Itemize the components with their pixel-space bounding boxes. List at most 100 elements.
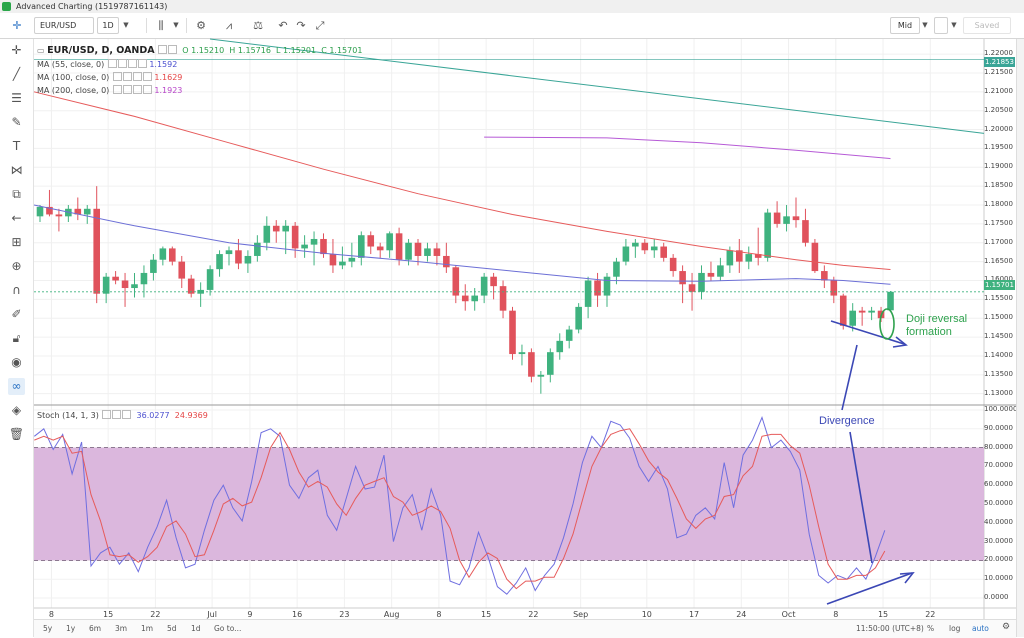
candle-body bbox=[669, 257, 677, 272]
range-6m[interactable]: 6m bbox=[89, 624, 102, 633]
candle-body bbox=[433, 248, 441, 256]
goto-button[interactable]: Go to... bbox=[214, 624, 242, 633]
back-arrow-icon[interactable]: ← bbox=[11, 211, 22, 225]
range-1m[interactable]: 1m bbox=[141, 624, 154, 633]
stoch-tick-label: 30.0000 bbox=[984, 536, 1013, 545]
crosshair-icon[interactable]: ✛ bbox=[12, 19, 22, 32]
candle-body bbox=[140, 272, 148, 285]
log-toggle[interactable]: log bbox=[949, 624, 961, 633]
fib-retracement-icon[interactable]: ☰ bbox=[11, 91, 22, 105]
price-tick-label: 1.18500 bbox=[984, 181, 1013, 190]
candle-body bbox=[490, 276, 497, 287]
ma100-eye-icon[interactable] bbox=[112, 72, 122, 81]
redo-icon[interactable]: ↷ bbox=[296, 19, 306, 32]
trend-line-icon[interactable]: ╱ bbox=[12, 67, 21, 81]
interval-select[interactable]: 1D bbox=[97, 17, 119, 34]
link-icon[interactable]: ∞ bbox=[8, 378, 25, 395]
symbol-search-input[interactable]: EUR/USD bbox=[34, 17, 94, 34]
ma200-settings-icon[interactable] bbox=[122, 85, 132, 94]
compare-icon[interactable]: ⚖ bbox=[253, 19, 263, 32]
indicators-icon[interactable]: ⩘ bbox=[225, 19, 233, 32]
ma55-eye-icon[interactable] bbox=[107, 59, 117, 68]
range-5d[interactable]: 5d bbox=[167, 624, 177, 633]
candle-body bbox=[830, 280, 838, 296]
range-1d[interactable]: 1d bbox=[191, 624, 201, 633]
candle-body bbox=[726, 250, 734, 266]
stay-in-drawing-icon[interactable]: ✐ bbox=[11, 307, 22, 321]
stoch-legend: Stoch (14, 1, 3) 36.0277 24.9369 bbox=[37, 410, 208, 420]
ma55-settings-icon[interactable] bbox=[117, 59, 127, 68]
range-1y[interactable]: 1y bbox=[66, 624, 76, 633]
stoch-tick-label: 20.0000 bbox=[984, 555, 1013, 564]
candle-body bbox=[93, 208, 100, 294]
range-3m[interactable]: 3m bbox=[115, 624, 128, 633]
price-tick-label: 1.14500 bbox=[984, 332, 1013, 341]
zoom-in-icon[interactable]: ⊕ bbox=[11, 259, 22, 273]
price-tick-label: 1.19500 bbox=[984, 143, 1013, 152]
stoch-tick-label: 0.0000 bbox=[984, 593, 1009, 601]
price-type-value: Mid bbox=[897, 21, 913, 30]
ma200-eye-icon[interactable] bbox=[112, 85, 122, 94]
candles-icon[interactable]: ⫼ bbox=[158, 19, 164, 32]
candle-body bbox=[46, 206, 53, 215]
lock-icon[interactable]: 🔓︎ bbox=[12, 331, 21, 345]
candle-body bbox=[216, 254, 223, 270]
legend-settings-icon[interactable] bbox=[168, 45, 178, 54]
percent-toggle[interactable]: % bbox=[927, 624, 935, 633]
ma55-more-icon[interactable] bbox=[137, 59, 147, 68]
ma200-value: 1.1923 bbox=[154, 86, 183, 95]
fullscreen-icon[interactable]: ⤢ bbox=[315, 19, 325, 32]
time-tick-label: 22 bbox=[150, 610, 161, 619]
candle-body bbox=[244, 255, 252, 264]
text-icon[interactable]: T bbox=[12, 139, 21, 153]
brush-icon[interactable]: ✎ bbox=[11, 115, 22, 129]
gear-icon[interactable]: ⚙ bbox=[196, 19, 206, 32]
candle-body bbox=[547, 352, 554, 375]
stoch-close-icon[interactable] bbox=[122, 410, 132, 419]
bottom-gear-icon[interactable]: ⚙ bbox=[1002, 622, 1011, 632]
magnet-icon[interactable]: ∩ bbox=[12, 283, 21, 297]
candle-body bbox=[736, 250, 743, 262]
price-tick-label: 1.15500 bbox=[984, 294, 1013, 303]
ma100-settings-icon[interactable] bbox=[122, 72, 132, 81]
stoch-settings-icon[interactable] bbox=[112, 410, 122, 419]
ma100-close-icon[interactable] bbox=[132, 72, 142, 81]
auto-toggle[interactable]: auto bbox=[972, 624, 989, 633]
ma200-close-icon[interactable] bbox=[132, 85, 142, 94]
interval-chevron-down-icon[interactable]: ▼ bbox=[123, 21, 129, 29]
candle-body bbox=[443, 255, 450, 268]
price-tick-label: 1.19000 bbox=[984, 162, 1013, 171]
pattern-icon[interactable]: ⋈ bbox=[10, 163, 23, 177]
range-5y[interactable]: 5y bbox=[43, 624, 53, 633]
stoch-eye-icon[interactable] bbox=[102, 410, 112, 419]
cursor-cross-icon[interactable]: ✛ bbox=[11, 43, 22, 57]
candle-body bbox=[887, 291, 894, 311]
eye-icon[interactable]: ◉ bbox=[11, 355, 22, 369]
right-scroll-strip[interactable] bbox=[1016, 39, 1024, 637]
layout-square-icon[interactable] bbox=[934, 17, 948, 34]
ma200-more-icon[interactable] bbox=[142, 85, 152, 94]
candle-body bbox=[584, 280, 592, 307]
candle-body bbox=[754, 254, 762, 258]
ma55-close-icon[interactable] bbox=[127, 59, 137, 68]
candle-body bbox=[405, 242, 412, 260]
candle-body bbox=[565, 329, 573, 341]
legend-eye-icon[interactable] bbox=[158, 45, 168, 54]
candle-body bbox=[36, 206, 44, 217]
saved-button[interactable]: Saved bbox=[963, 17, 1011, 34]
stoch-tick-label: 100.0000 bbox=[984, 405, 1018, 413]
ma100-more-icon[interactable] bbox=[142, 72, 152, 81]
legend-high: H 1.15716 bbox=[229, 46, 271, 55]
prediction-icon[interactable]: ⧉ bbox=[12, 187, 21, 201]
layout-chevron-down-icon[interactable]: ▼ bbox=[951, 21, 957, 29]
price-type-select[interactable]: Mid bbox=[890, 17, 920, 34]
undo-icon[interactable]: ↶ bbox=[278, 19, 288, 32]
trash-icon[interactable]: 🗑︎ bbox=[8, 427, 25, 441]
candle-body bbox=[254, 242, 261, 256]
candle-body bbox=[537, 374, 545, 377]
price-type-chevron-down-icon[interactable]: ▼ bbox=[922, 21, 928, 29]
layers-icon[interactable]: ◈ bbox=[11, 403, 22, 417]
chart-type-chevron-down-icon[interactable]: ▼ bbox=[173, 21, 179, 29]
measure-icon[interactable]: ⊞ bbox=[11, 235, 22, 249]
